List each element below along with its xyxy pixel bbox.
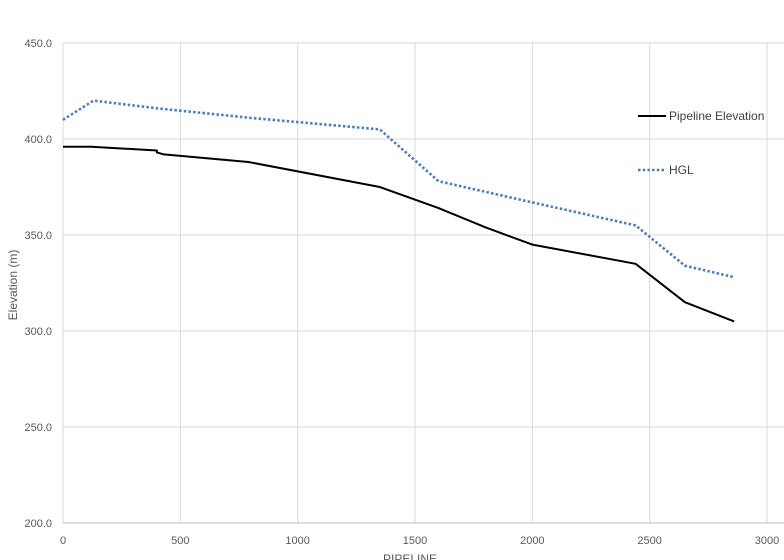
y-axis-title: Elevation (m) xyxy=(6,250,20,321)
legend-label: HGL xyxy=(669,163,694,177)
y-tick-labels: 200.0 250.0 300.0 350.0 400.0 450.0 xyxy=(24,38,52,530)
x-axis-title: PIPELINE xyxy=(383,552,437,560)
legend: Pipeline Elevation HGL xyxy=(638,109,764,177)
y-tick-label: 250.0 xyxy=(24,422,52,434)
y-tick-label: 200.0 xyxy=(24,518,52,530)
x-tick-label: 2500 xyxy=(637,535,661,547)
x-tick-label: 1500 xyxy=(403,535,427,547)
x-tick-label: 0 xyxy=(60,535,66,547)
series-line-pipeline-elevation xyxy=(63,145,735,323)
y-gridlines xyxy=(63,42,784,428)
x-tick-label: 3000 xyxy=(755,535,779,547)
y-tick-label: 450.0 xyxy=(24,38,52,50)
series-line-hgl xyxy=(62,99,735,279)
y-tick-label: 300.0 xyxy=(24,326,52,338)
y-tick-label: 350.0 xyxy=(24,230,52,242)
x-tick-label: 1000 xyxy=(285,535,309,547)
y-tick-label: 400.0 xyxy=(24,134,52,146)
x-tick-label: 500 xyxy=(171,535,189,547)
series-lines xyxy=(62,99,735,323)
x-tick-label: 2000 xyxy=(520,535,544,547)
x-tick-labels: 0 500 1000 1500 2000 2500 3000 xyxy=(60,535,779,547)
legend-label: Pipeline Elevation xyxy=(669,109,764,123)
